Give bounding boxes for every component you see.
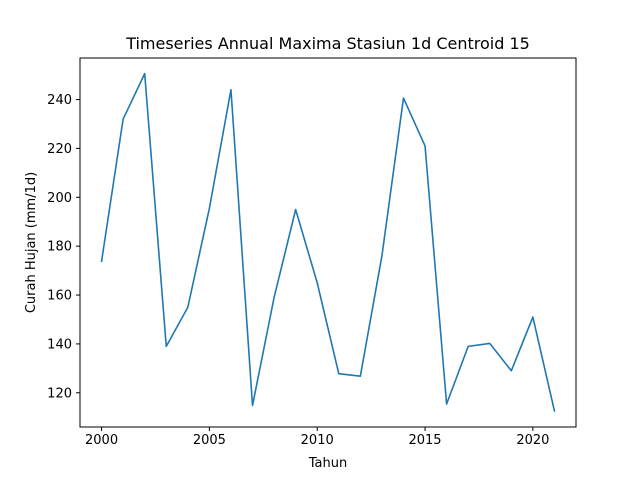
x-axis-label: Tahun <box>308 456 347 471</box>
y-tick-label: 220 <box>47 142 72 157</box>
y-tick-label: 120 <box>47 386 72 401</box>
x-tick-label: 2005 <box>193 433 226 448</box>
y-tick-label: 140 <box>47 337 72 352</box>
x-tick-label: 2010 <box>301 433 334 448</box>
y-axis-label: Curah Hujan (mm/1d) <box>24 172 39 313</box>
plot-area <box>80 58 576 427</box>
chart-title: Timeseries Annual Maxima Stasiun 1d Cent… <box>125 34 530 53</box>
y-tick-label: 200 <box>47 191 72 206</box>
x-tick-label: 2000 <box>85 433 118 448</box>
y-tick-label: 240 <box>47 93 72 108</box>
x-tick-label: 2015 <box>408 433 441 448</box>
x-tick-label: 2020 <box>516 433 549 448</box>
y-tick-label: 160 <box>47 289 72 304</box>
y-tick-label: 180 <box>47 240 72 255</box>
